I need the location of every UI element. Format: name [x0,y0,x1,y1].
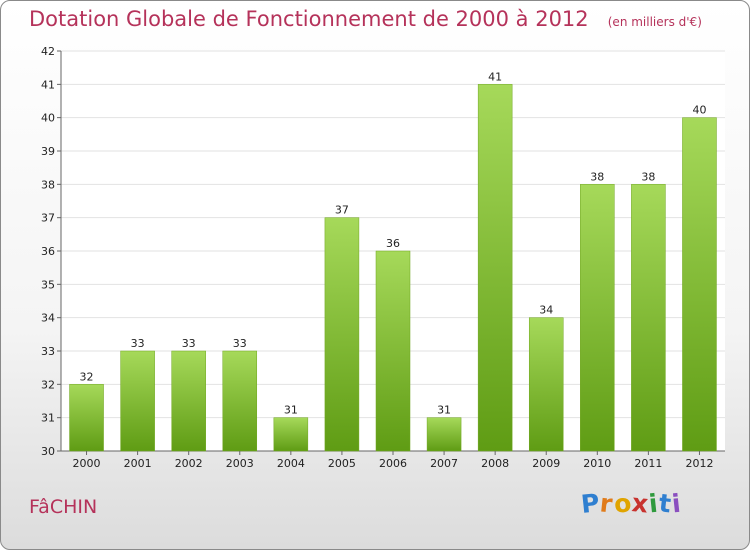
value-label: 31 [437,404,451,417]
x-tick-label: 2006 [379,457,407,470]
bar-2005 [324,217,360,452]
y-tick-label: 39 [41,145,55,158]
value-label: 33 [233,337,247,350]
x-tick-label: 2004 [277,457,305,470]
value-label: 31 [284,404,298,417]
value-label: 33 [182,337,196,350]
y-tick-label: 42 [41,45,55,58]
bar-2011 [631,184,666,452]
x-tick-label: 2008 [481,457,509,470]
y-tick-label: 31 [41,412,55,425]
y-tick-label: 33 [41,345,55,358]
value-label: 32 [80,370,94,383]
y-tick-label: 40 [41,112,55,125]
bar-2000 [69,384,104,452]
proxiti-logo: Proxiti [580,488,683,519]
y-tick-label: 30 [41,445,55,458]
logo-letter: i [670,488,683,519]
value-label: 33 [131,337,145,350]
x-tick-label: 2012 [685,457,713,470]
value-label: 38 [590,170,604,183]
bar-2002 [171,350,206,452]
bar-2003 [222,350,258,452]
x-tick-label: 2009 [532,457,560,470]
bar-2004 [273,417,309,452]
value-label: 34 [539,304,553,317]
bar-2009 [528,317,564,452]
x-tick-label: 2002 [175,457,203,470]
x-tick-label: 2005 [328,457,356,470]
chart-title: Dotation Globale de Fonctionnement de 20… [29,7,702,31]
y-tick-label: 37 [41,212,55,225]
bar-2010 [580,184,615,452]
y-tick-label: 35 [41,278,55,291]
bar-2006 [375,250,411,452]
x-tick-label: 2001 [124,457,152,470]
value-label: 38 [641,170,655,183]
value-label: 36 [386,237,400,250]
chart-title-main: Dotation Globale de Fonctionnement de 20… [29,7,589,31]
x-tick-label: 2000 [73,457,101,470]
chart-unit-label: (en milliers d'€) [607,15,702,29]
bar-2001 [120,350,155,452]
y-tick-label: 38 [41,178,55,191]
x-tick-label: 2003 [226,457,254,470]
x-tick-label: 2007 [430,457,458,470]
value-label: 40 [692,104,706,117]
bar-2007 [426,417,462,452]
commune-name: FâCHIN [29,496,98,518]
bar-2012 [682,117,717,452]
bar-2008 [477,84,513,452]
y-tick-label: 34 [41,312,55,325]
value-label: 37 [335,204,349,217]
x-tick-label: 2010 [583,457,611,470]
y-tick-label: 32 [41,378,55,391]
y-tick-label: 36 [41,245,55,258]
x-tick-label: 2011 [634,457,662,470]
value-label: 41 [488,70,502,83]
y-tick-label: 41 [41,78,55,91]
